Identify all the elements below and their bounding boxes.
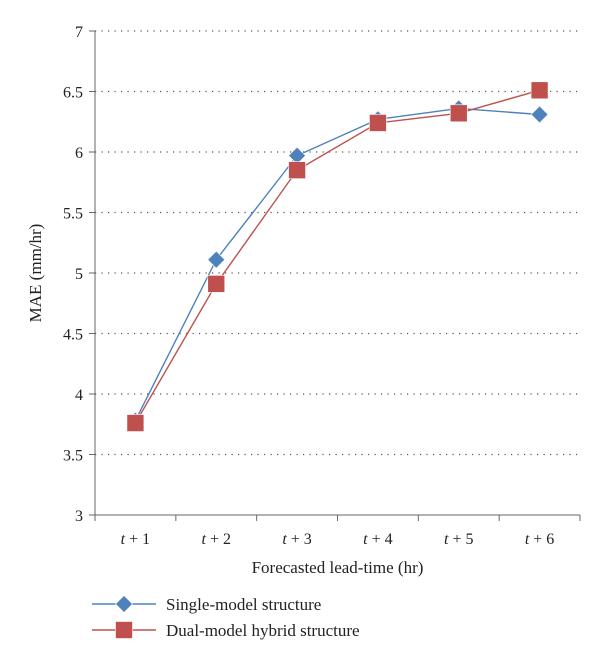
x-tick-label: t + 2: [202, 531, 231, 548]
y-tick-labels: 3 3.5 4 4.5 5 5.5 6 6.5 7: [63, 24, 95, 525]
x-tick-label: t + 1: [121, 531, 150, 548]
x-axis-title: Forecasted lead-time (hr): [252, 558, 424, 577]
data-point: [369, 114, 387, 132]
x-tick-label: t + 6: [525, 531, 554, 548]
data-point: [449, 104, 468, 123]
data-point: [530, 81, 549, 100]
data-point: [126, 414, 145, 432]
x-tick-label: t + 5: [444, 531, 473, 548]
y-tick-label: 6: [75, 145, 83, 162]
x-tick-label: t + 4: [363, 531, 392, 548]
y-tick-label: 4.5: [63, 327, 83, 344]
data-point: [288, 161, 306, 179]
series: [126, 81, 549, 432]
legend-marker: [115, 621, 133, 639]
y-tick-label: 4: [75, 387, 83, 404]
data-point: [530, 105, 549, 124]
legend-item-2: Dual-model hybrid structure: [92, 621, 360, 640]
y-tick-label: 6.5: [63, 85, 83, 102]
gridlines: [95, 30, 580, 456]
legend: Single-model structure Dual-model hybrid …: [92, 595, 360, 640]
axes: [94, 31, 580, 516]
data-point: [207, 250, 226, 269]
legend-label: Dual-model hybrid structure: [166, 621, 360, 640]
y-tick-label: 3.5: [63, 448, 83, 465]
y-tick-label: 5: [75, 266, 83, 283]
series-1: [126, 99, 549, 430]
series-line: [134, 107, 540, 421]
y-tick-label: 7: [75, 24, 83, 41]
y-tick-label: 5.5: [63, 206, 83, 223]
legend-marker: [115, 595, 133, 613]
series-2: [126, 81, 549, 432]
legend-item-1: Single-model structure: [92, 595, 321, 614]
legend-label: Single-model structure: [166, 595, 321, 614]
data-point: [207, 275, 226, 293]
x-tick-label: t + 3: [282, 531, 311, 548]
y-axis-title: MAE (mm/hr): [26, 224, 45, 323]
y-tick-label: 3: [75, 508, 83, 525]
x-tick-labels: t + 1 t + 2 t + 3 t + 4 t + 5 t + 6: [94, 515, 581, 548]
series-line: [134, 89, 540, 424]
